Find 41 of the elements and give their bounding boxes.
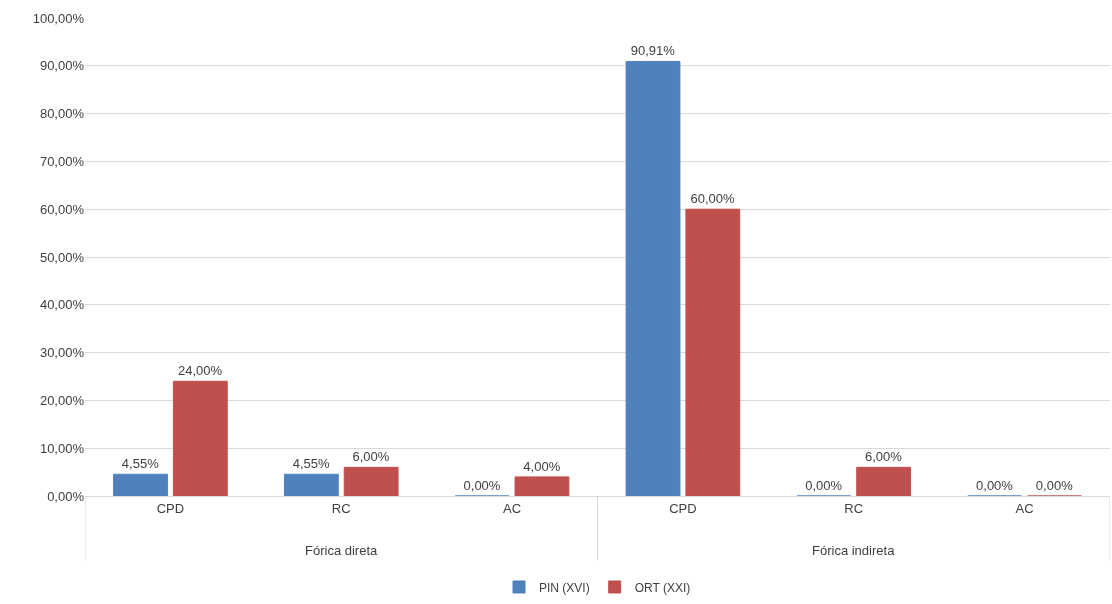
y-tick-label: 100,00% [32,10,85,26]
y-tick-label: 20,00% [39,392,85,408]
data-label: 4,55% [292,456,331,472]
y-tick-label: 80,00% [39,106,85,122]
data-label: 24,00% [178,363,223,379]
data-label: 0,00% [1035,478,1074,493]
y-tick-label: 40,00% [39,297,85,313]
legend-label: PIN (XVI) [539,580,590,595]
bar [514,476,570,496]
y-tick-label: 60,00% [39,201,85,217]
y-tick-label: 90,00% [39,58,85,74]
y-tick-label: 10,00% [39,440,85,456]
x-tick-label: RC [331,500,351,516]
data-label: 0,00% [805,478,843,493]
data-label: 6,00% [352,449,390,465]
x-tick-label: CPD [156,500,185,516]
legend-label: ORT (XXI) [634,580,691,595]
bar [625,60,681,496]
text: Fórica direta [305,543,379,558]
bar [685,208,741,496]
bar [172,380,228,496]
x-tick-label: CPD [669,500,697,516]
y-tick-label: 70,00% [39,153,85,169]
bar [343,466,399,496]
data-label: 4,00% [523,458,561,474]
data-label: 90,91% [630,43,676,59]
x-tick-label: AC [503,500,522,516]
data-label: 6,00% [864,449,903,465]
data-label: 60,00% [690,191,736,207]
y-tick-label: 30,00% [39,345,85,361]
data-label: 4,55% [121,456,160,472]
x-tick-label: AC [1015,500,1034,516]
bar [856,466,912,496]
y-tick-label: 50,00% [39,249,85,265]
x-tick-label: RC [844,500,864,516]
bar [283,473,339,496]
y-tick-label: 0,00% [47,488,85,504]
data-label: 0,00% [463,478,501,493]
text: Fórica indireta [812,543,896,558]
bar [113,473,168,496]
data-label: 0,00% [976,478,1014,493]
